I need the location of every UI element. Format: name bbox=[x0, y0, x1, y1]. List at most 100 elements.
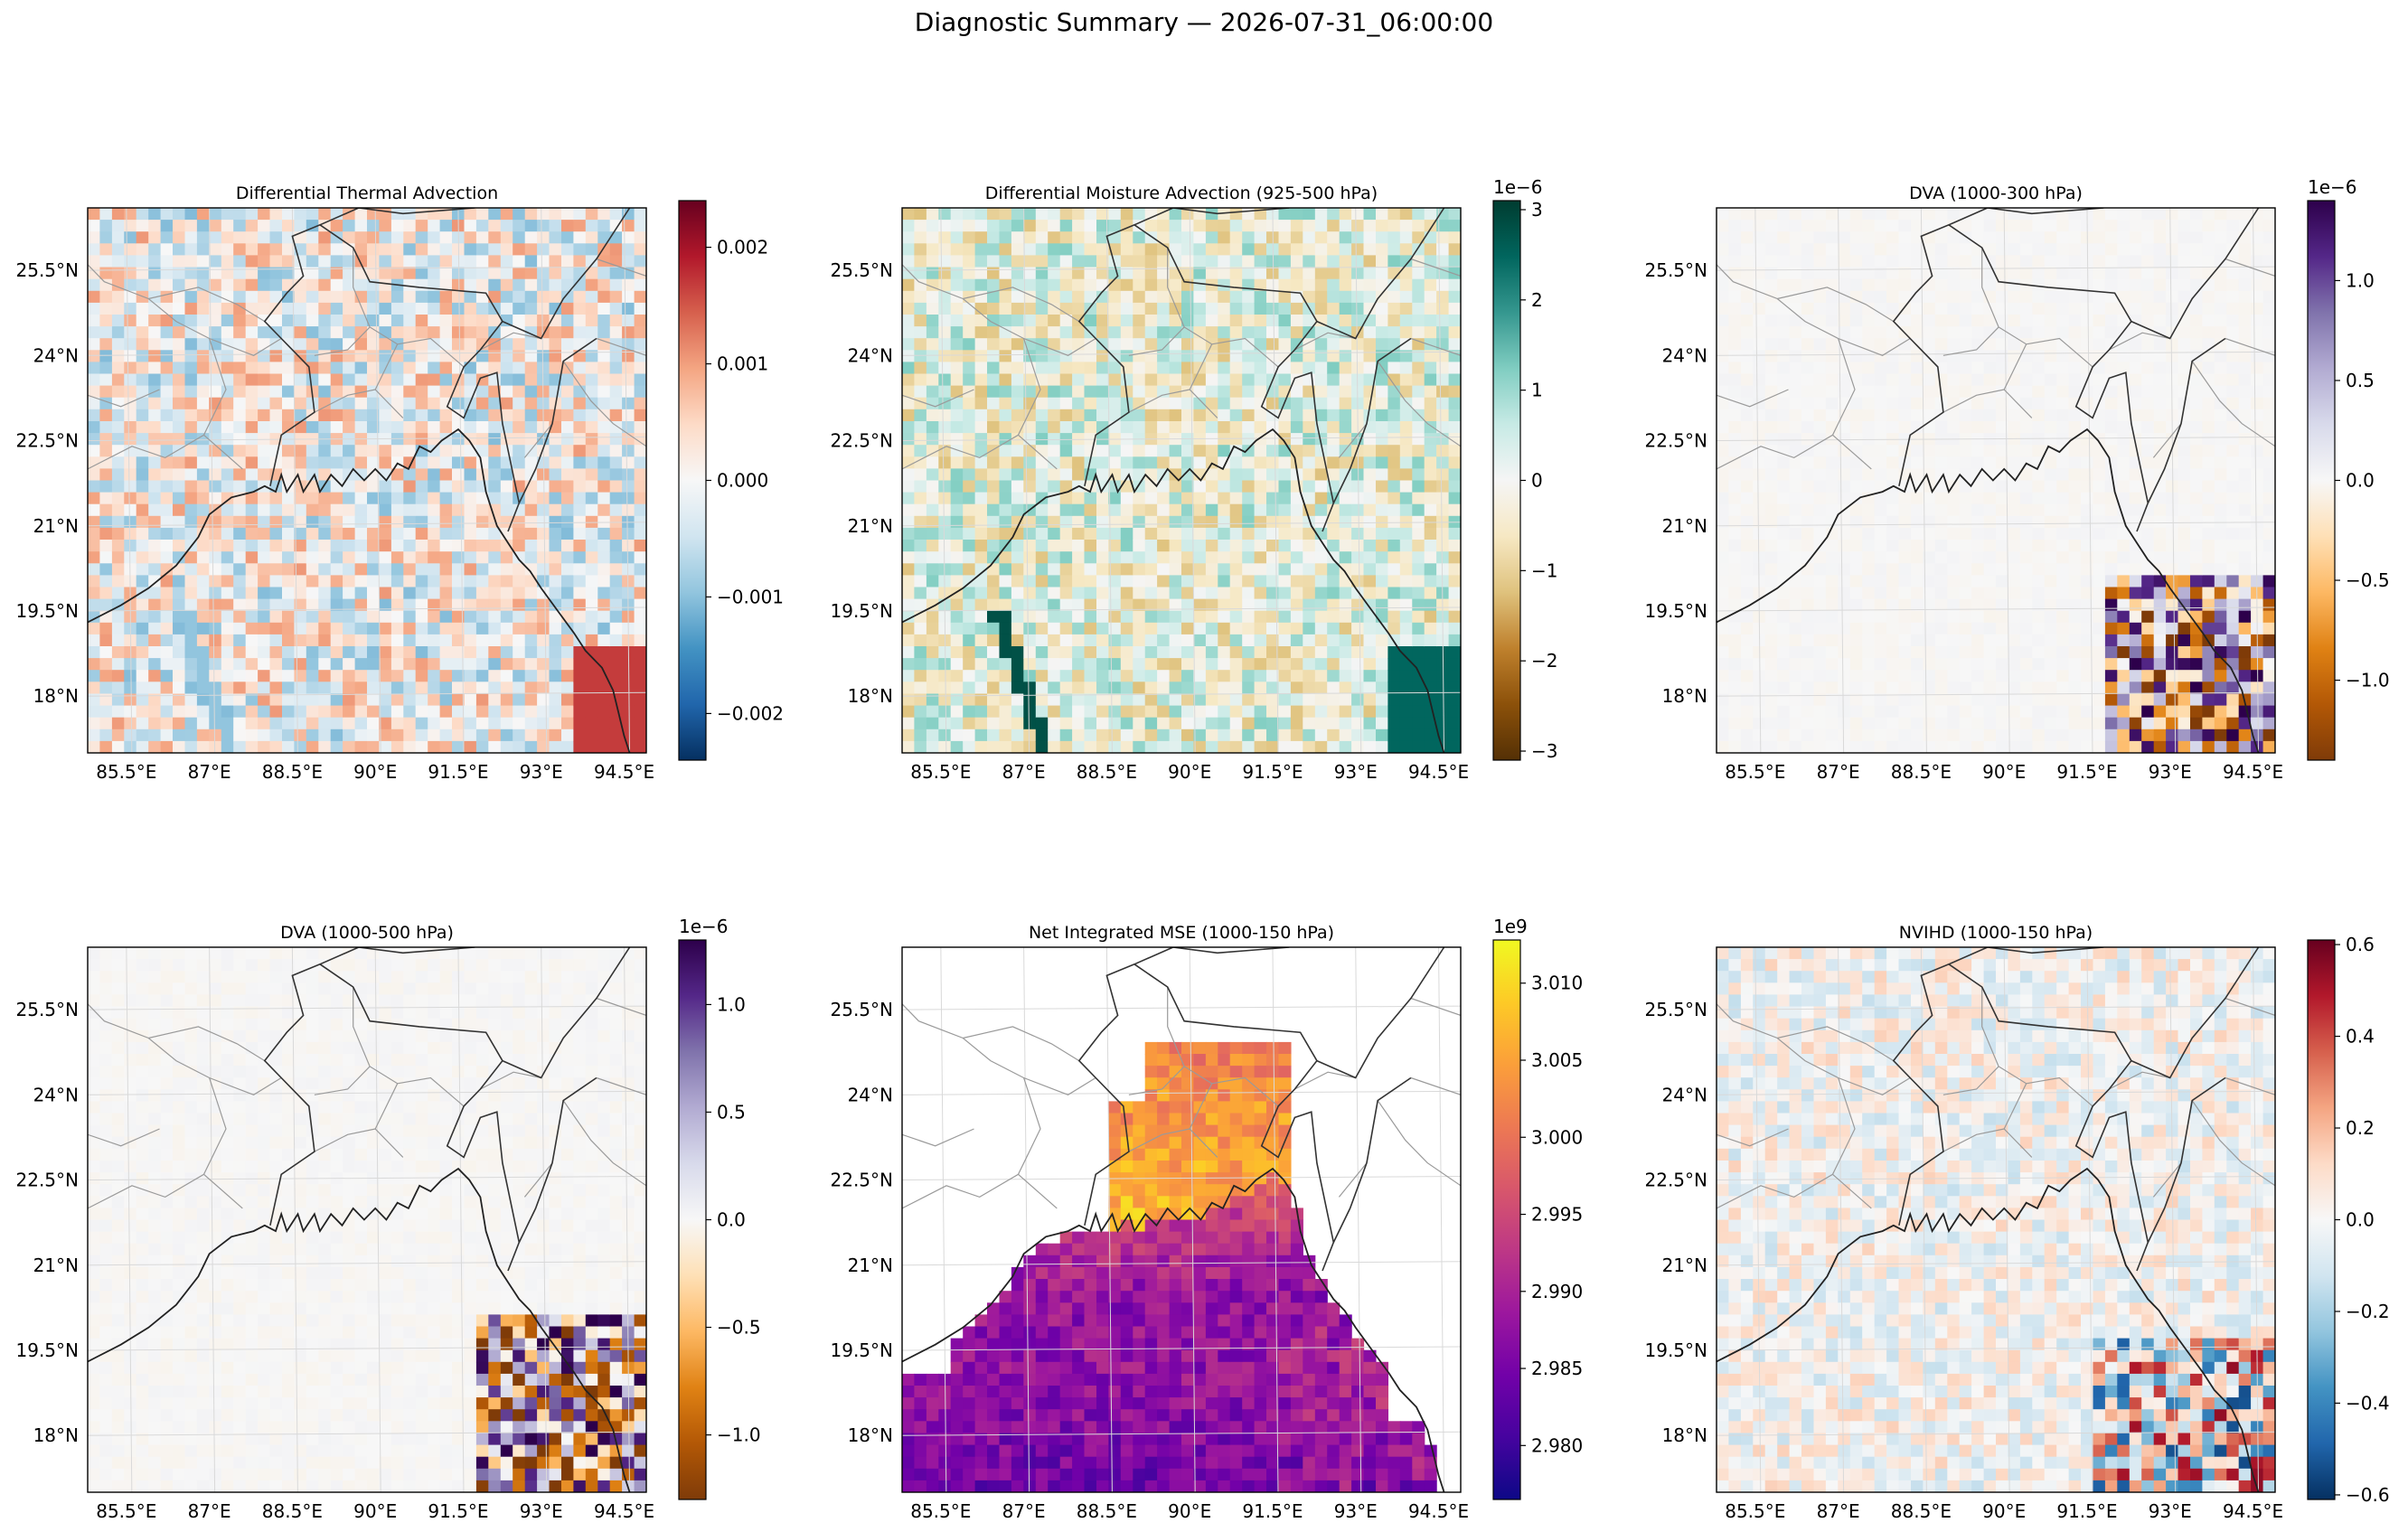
admin-border bbox=[314, 389, 376, 413]
admin-border bbox=[596, 1076, 646, 1095]
lat-tick-label: 22.5°N bbox=[831, 1170, 894, 1191]
gridlines bbox=[902, 208, 1461, 753]
admin-border bbox=[480, 1071, 541, 1090]
lon-tick-label: 94.5°E bbox=[1408, 761, 1469, 783]
country-border bbox=[1332, 337, 1412, 503]
lat-tick-label: 25.5°N bbox=[831, 999, 894, 1020]
lat-tick-label: 18°N bbox=[1662, 685, 1707, 707]
lon-tick-label: 91.5°E bbox=[1242, 1500, 1303, 1522]
admin-border bbox=[480, 332, 541, 351]
admin-border bbox=[562, 361, 646, 447]
lon-tick-label: 85.5°E bbox=[96, 761, 156, 783]
lat-tick-label: 22.5°N bbox=[1645, 430, 1708, 452]
admin-border bbox=[2191, 1100, 2275, 1187]
map-field bbox=[88, 208, 646, 753]
admin-border bbox=[2225, 997, 2275, 1016]
admin-border bbox=[902, 1003, 1041, 1209]
colorbar-tick-label: 3.005 bbox=[1531, 1049, 1583, 1071]
admin-border bbox=[1981, 987, 2033, 1158]
lat-tick-label: 22.5°N bbox=[16, 1170, 80, 1191]
admin-border bbox=[203, 1173, 243, 1209]
map-field bbox=[902, 947, 1461, 1492]
lat-tick-label: 24°N bbox=[848, 344, 893, 366]
colorbar-tick-label: −0.001 bbox=[717, 586, 784, 607]
lon-tick-label: 88.5°E bbox=[262, 1500, 323, 1522]
lon-tick-label: 87°E bbox=[1002, 1500, 1046, 1522]
colorbar-tick-label: 3 bbox=[1531, 199, 1543, 221]
colorbar-tick-label: 0.0 bbox=[2346, 470, 2375, 492]
panel-3: DVA (1000-300 hPa) 25.5°N 24°N 22.5°N 21°N 19… bbox=[1645, 176, 2390, 783]
colorbar-tick-label: 0.002 bbox=[717, 237, 768, 258]
admin-border bbox=[1023, 1076, 1096, 1095]
map-frame bbox=[901, 207, 1462, 754]
map-field bbox=[1717, 208, 2275, 753]
coastline bbox=[902, 428, 1445, 753]
lat-tick-label: 18°N bbox=[33, 685, 79, 707]
map-frame bbox=[87, 946, 647, 1493]
colorbar-tick-label: 2.995 bbox=[1531, 1204, 1583, 1226]
admin-border bbox=[2152, 423, 2182, 458]
colorbar-tick-label: 2.980 bbox=[1531, 1434, 1583, 1456]
colorbar-tick-label: 0.2 bbox=[2346, 1117, 2375, 1139]
lon-tick-label: 88.5°E bbox=[1077, 761, 1137, 783]
lon-tick-label: 87°E bbox=[188, 1500, 231, 1522]
lat-tick-label: 19.5°N bbox=[16, 600, 80, 622]
coastline bbox=[1717, 428, 2260, 753]
lon-tick-label: 94.5°E bbox=[594, 761, 654, 783]
lon-tick-label: 87°E bbox=[1002, 761, 1046, 783]
admin-border bbox=[209, 337, 282, 356]
country-border bbox=[1316, 208, 1445, 340]
figure-title: Diagnostic Summary — 2026-07-31_06:00:00 bbox=[914, 7, 1494, 37]
admin-border bbox=[1838, 1076, 1911, 1095]
lon-tick-label: 93°E bbox=[520, 761, 563, 783]
colorbar-tick-label: −0.5 bbox=[717, 1317, 761, 1339]
admin-border bbox=[2191, 361, 2275, 447]
lon-tick-label: 85.5°E bbox=[910, 761, 971, 783]
lat-tick-label: 19.5°N bbox=[1645, 600, 1708, 622]
lat-tick-label: 18°N bbox=[33, 1424, 79, 1446]
lat-tick-label: 19.5°N bbox=[1645, 1339, 1708, 1361]
admin-border bbox=[1410, 1076, 1461, 1095]
admin-border bbox=[596, 337, 646, 356]
colorbar-tick-label: −0.2 bbox=[2346, 1301, 2390, 1322]
country-border bbox=[502, 947, 631, 1079]
coastline bbox=[1717, 1167, 2260, 1492]
lon-tick-label: 91.5°E bbox=[428, 761, 488, 783]
admin-border bbox=[902, 264, 1041, 470]
panel-2: Differential Moisture Advection (925-500… bbox=[831, 176, 1558, 783]
lat-tick-label: 24°N bbox=[33, 344, 79, 366]
admin-border bbox=[1167, 987, 1218, 1158]
lat-tick-label: 24°N bbox=[1662, 344, 1707, 366]
country-border bbox=[1948, 208, 2104, 226]
country-border bbox=[1133, 208, 1290, 226]
lon-tick-label: 94.5°E bbox=[594, 1500, 654, 1522]
colorbar-tick-label: 0.4 bbox=[2346, 1026, 2375, 1048]
country-border bbox=[319, 208, 475, 226]
country-border bbox=[2147, 337, 2226, 503]
admin-border bbox=[1942, 1066, 1999, 1095]
admin-border bbox=[1211, 337, 1279, 368]
map-frame bbox=[87, 207, 647, 754]
colorbar-tick-label: 1 bbox=[1531, 380, 1543, 401]
lat-tick-label: 24°N bbox=[848, 1084, 893, 1105]
colorbar bbox=[678, 200, 707, 761]
admin-border bbox=[562, 1100, 646, 1187]
map-frame bbox=[901, 946, 1462, 1493]
colorbar-tick-label: 0.5 bbox=[2346, 370, 2375, 391]
lat-tick-label: 19.5°N bbox=[831, 1339, 894, 1361]
admin-border bbox=[963, 287, 1080, 323]
admin-border bbox=[1377, 1100, 1461, 1187]
map-field bbox=[88, 947, 646, 1492]
lon-tick-label: 93°E bbox=[520, 1500, 563, 1522]
admin-border bbox=[1981, 248, 2033, 418]
lat-tick-label: 25.5°N bbox=[1645, 999, 1708, 1020]
country-border bbox=[2131, 947, 2260, 1079]
admin-border bbox=[353, 248, 404, 418]
coastline bbox=[88, 428, 631, 753]
admin-border bbox=[314, 1066, 371, 1095]
country-border bbox=[1316, 947, 1445, 1079]
lat-tick-label: 24°N bbox=[1662, 1084, 1707, 1105]
admin-border bbox=[2026, 337, 2093, 368]
admin-border bbox=[314, 1128, 376, 1152]
